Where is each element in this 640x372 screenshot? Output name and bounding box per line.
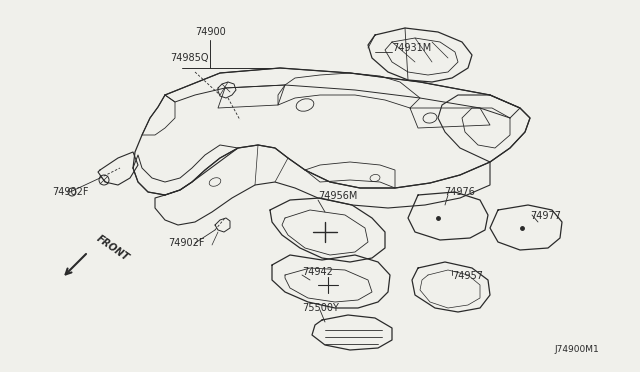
Text: 74931M: 74931M xyxy=(392,43,431,53)
Text: 74977: 74977 xyxy=(530,211,561,221)
Text: 74957: 74957 xyxy=(452,271,483,281)
Text: 74942: 74942 xyxy=(302,267,333,277)
Text: 74976: 74976 xyxy=(444,187,475,197)
Text: 74985Q: 74985Q xyxy=(170,53,209,63)
Text: 74956M: 74956M xyxy=(318,191,357,201)
Text: J74900M1: J74900M1 xyxy=(554,346,599,355)
Text: 74902F: 74902F xyxy=(52,187,88,197)
Text: 74902F: 74902F xyxy=(168,238,205,248)
Text: 75500Y: 75500Y xyxy=(302,303,339,313)
Text: 74900: 74900 xyxy=(195,27,226,37)
Text: FRONT: FRONT xyxy=(95,233,131,263)
